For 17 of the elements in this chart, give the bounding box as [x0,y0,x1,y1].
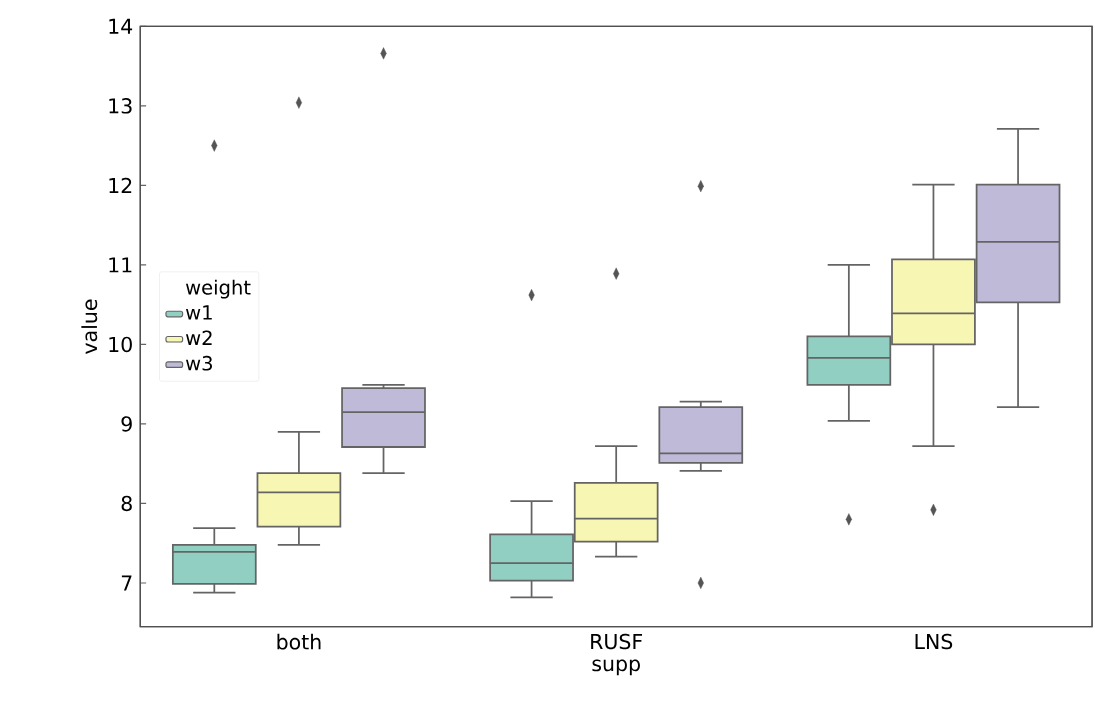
x-tick-label: LNS [915,633,953,650]
x-axis-title: supp [592,659,640,676]
y-tick-label: 10 [109,336,132,353]
legend-label: w1 [185,305,212,320]
y-axis-title: value [81,299,98,355]
y-tick-label: 11 [109,257,132,273]
legend-label: w2 [185,330,212,346]
y-tick-label: 8 [121,495,132,512]
x-tick-label: RUSF [591,633,643,650]
y-tick-label: 13 [109,98,132,114]
y-tick-label: 9 [121,416,132,432]
legend-title: weight [185,279,251,299]
y-tick-label: 12 [109,178,132,194]
y-tick-label: 14 [109,19,133,35]
x-tick-label: both [277,634,321,650]
y-tick-label: 7 [121,575,132,591]
legend-label: w3 [185,356,212,371]
